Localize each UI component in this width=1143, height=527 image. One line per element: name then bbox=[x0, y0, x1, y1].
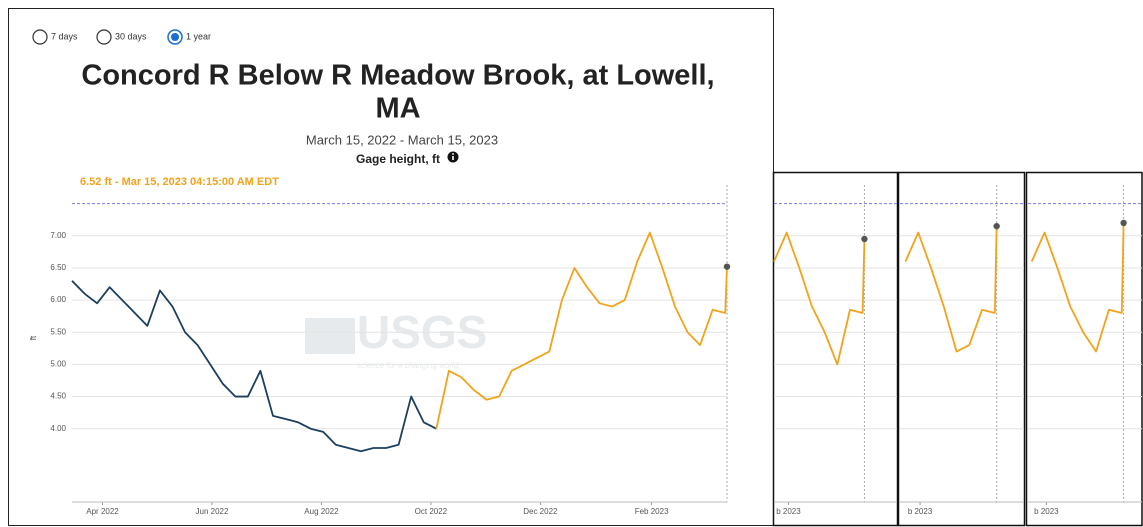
chart-title: Concord R Below R Meadow Brook, at Lowel… bbox=[81, 60, 714, 92]
main-frame bbox=[8, 8, 774, 526]
x-tick-label: Oct 2022 bbox=[415, 507, 448, 516]
y-tick-label: 7.00 bbox=[50, 231, 66, 240]
y-tick-label: 5.50 bbox=[50, 327, 66, 336]
last-point-marker bbox=[1120, 219, 1127, 227]
watermark-tagline: science for a changing world bbox=[357, 361, 459, 370]
x-tick-label: b 2023 bbox=[1034, 507, 1059, 516]
data-line bbox=[904, 226, 998, 353]
info-icon[interactable] bbox=[447, 151, 459, 163]
data-line bbox=[1030, 222, 1125, 353]
last-point-marker bbox=[993, 222, 1000, 230]
y-tick-label: 4.00 bbox=[50, 424, 66, 433]
chart-panel: 4.00 4.50 5.00 5.50 6.00 6.50 7.00 Apr 2022 Jun … bbox=[50, 185, 731, 516]
info-icon-dot bbox=[452, 153, 454, 155]
radio-label[interactable]: 1 year bbox=[186, 31, 211, 41]
last-point-marker bbox=[861, 235, 868, 243]
x-tick-label: Apr 2022 bbox=[86, 507, 119, 516]
radio-selected-dot bbox=[171, 33, 179, 41]
last-point-marker bbox=[723, 263, 731, 270]
watermark-logo bbox=[305, 318, 355, 354]
data-line bbox=[435, 231, 728, 429]
period-selector: 7 days 30 days 1 year bbox=[32, 29, 211, 45]
data-line bbox=[773, 231, 866, 366]
radio-button[interactable] bbox=[32, 29, 48, 45]
x-tick-label: b 2023 bbox=[776, 507, 801, 516]
x-tick-label: Feb 2023 bbox=[635, 507, 669, 516]
annotation: 6.52 ft - Mar 15, 2023 04:15:00 AM EDT bbox=[80, 176, 279, 188]
info-icon-stem bbox=[452, 156, 454, 160]
chart-panel: b 2023 bbox=[1028, 185, 1142, 516]
radio-label[interactable]: 30 days bbox=[115, 31, 147, 41]
y-tick-label: 6.50 bbox=[50, 263, 66, 272]
radio-button[interactable] bbox=[96, 29, 112, 45]
x-tick-label: Jun 2022 bbox=[196, 507, 229, 516]
y-tick-label: 5.00 bbox=[50, 360, 66, 369]
data-line bbox=[71, 280, 437, 453]
radio-label[interactable]: 7 days bbox=[51, 31, 78, 41]
x-tick-label: Dec 2022 bbox=[523, 507, 558, 516]
chart-title: MA bbox=[375, 93, 420, 125]
y-title: Gage height, ft bbox=[356, 152, 440, 166]
y-axis-label: ft bbox=[29, 335, 38, 340]
y-tick-label: 4.50 bbox=[50, 392, 66, 401]
chart-panel: b 2023 bbox=[900, 185, 1024, 516]
x-tick-label: Aug 2022 bbox=[304, 507, 339, 516]
chart-subtitle: March 15, 2022 - March 15, 2023 bbox=[306, 132, 498, 147]
y-tick-label: 6.00 bbox=[50, 295, 66, 304]
x-tick-label: b 2023 bbox=[908, 507, 933, 516]
crop-frame bbox=[772, 171, 899, 527]
chart-panel: b 2023 bbox=[773, 185, 897, 516]
